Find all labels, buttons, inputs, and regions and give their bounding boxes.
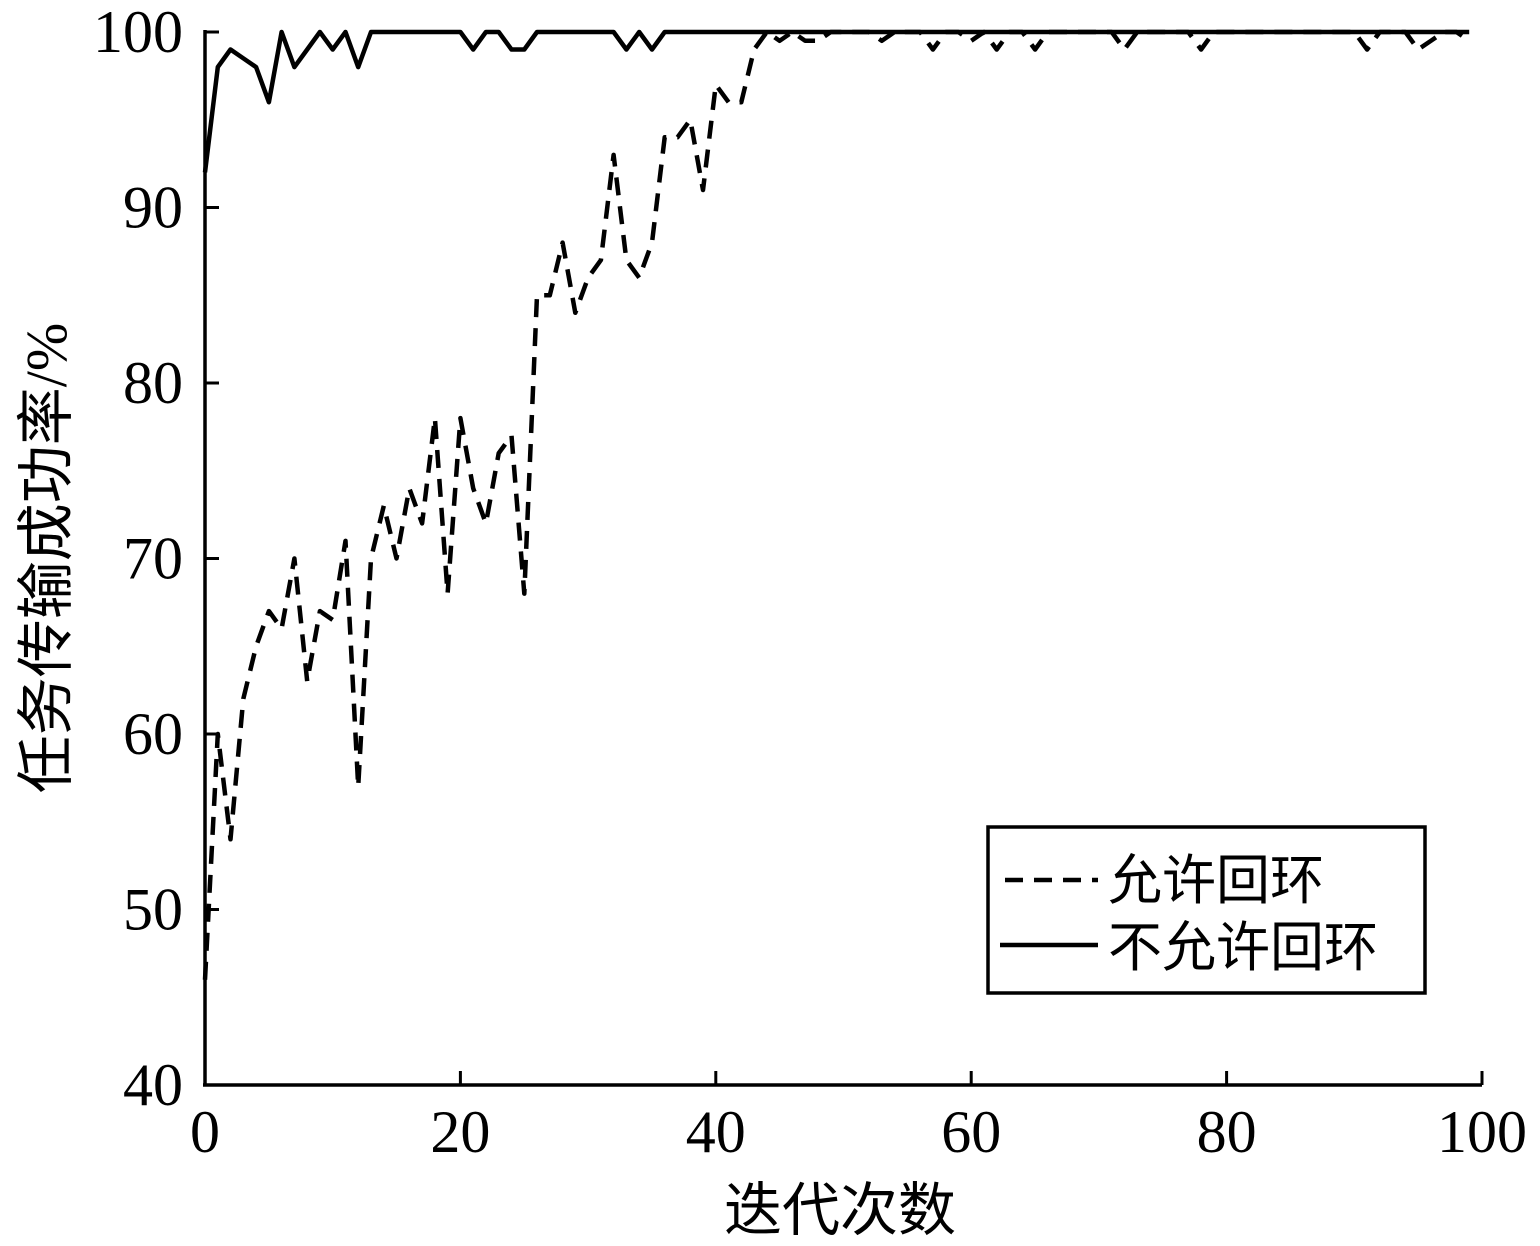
x-tick-label: 0 bbox=[190, 1099, 220, 1165]
y-tick-label: 80 bbox=[123, 350, 183, 416]
y-axis-label: 任务传输成功率/% bbox=[14, 323, 79, 793]
legend: 允许回环 不允许回环 bbox=[986, 825, 1427, 995]
legend-label-allow-loop: 允许回环 bbox=[1108, 851, 1324, 911]
chart-marks: 40 50 60 70 80 90 100 0 20 40 60 80 100 bbox=[93, 0, 1527, 1165]
y-tick-label: 60 bbox=[123, 701, 183, 767]
x-tick-label: 20 bbox=[430, 1099, 490, 1165]
y-tick-label: 40 bbox=[123, 1052, 183, 1118]
x-tick-label: 100 bbox=[1437, 1099, 1527, 1165]
series-line-no-loop bbox=[202, 29, 1470, 173]
y-tick-label: 50 bbox=[123, 877, 183, 943]
y-tick-label: 90 bbox=[123, 175, 183, 241]
x-tick-label: 60 bbox=[941, 1099, 1001, 1165]
x-tick-label: 80 bbox=[1197, 1099, 1257, 1165]
x-axis-label: 迭代次数 bbox=[724, 1178, 956, 1243]
x-tick-label: 40 bbox=[686, 1099, 746, 1165]
legend-box bbox=[986, 825, 1427, 995]
y-tick-label: 70 bbox=[123, 526, 183, 592]
y-tick-label: 100 bbox=[93, 0, 183, 65]
legend-label-no-loop: 不允许回环 bbox=[1108, 918, 1378, 978]
